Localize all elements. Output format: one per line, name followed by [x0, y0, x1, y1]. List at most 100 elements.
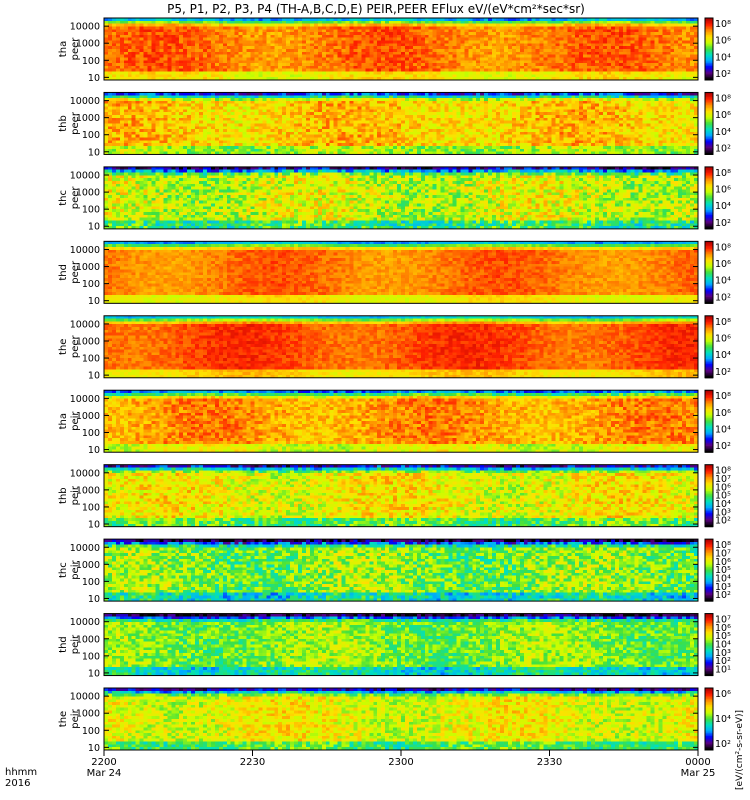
colorbar-segment [705, 632, 713, 635]
panel-frame [103, 464, 699, 528]
colorbar-segment [705, 539, 713, 542]
colorbar-segment [705, 598, 713, 601]
colorbar-segment [705, 424, 713, 427]
y-tick-label: 1000 [76, 336, 100, 347]
colorbar-segment [705, 351, 713, 354]
colorbar-segment [705, 515, 713, 518]
colorbar-segment [705, 705, 713, 708]
colorbar-tick-label: 10⁸ [715, 540, 731, 551]
colorbar-segment [705, 191, 713, 194]
colorbar-segment [705, 497, 713, 500]
colorbar-tick-label: 10³ [715, 582, 731, 593]
colorbar-segment [705, 523, 713, 526]
colorbar-segment [705, 321, 713, 325]
colorbar-tick-label: 10⁶ [715, 110, 731, 121]
colorbar-tick-label: 10⁸ [715, 168, 731, 179]
panel-frame [103, 17, 699, 81]
colorbar-segment [705, 47, 713, 50]
colorbar-segment [705, 643, 713, 646]
colorbar-segment [705, 641, 713, 644]
colorbar-segment [705, 732, 713, 735]
colorbar-segment [705, 464, 713, 467]
colorbar-segment [705, 492, 713, 495]
colorbar-tick-label: 10² [715, 656, 731, 667]
colorbar-segment [705, 629, 713, 632]
colorbar-tick-label: 10⁸ [715, 317, 731, 328]
colorbar-segment [705, 726, 713, 729]
colorbar-segment [705, 289, 713, 292]
colorbar-segment [705, 593, 713, 596]
colorbar-tick-label: 10⁴ [715, 499, 731, 510]
colorbar-segment [705, 366, 713, 369]
colorbar-segment [705, 720, 713, 723]
colorbar-segment [705, 120, 713, 123]
x-tick-label: 2330 [537, 757, 562, 768]
colorbar-segment [705, 95, 713, 98]
year-label: 2016 [5, 778, 30, 789]
colorbar-segment [705, 363, 713, 366]
colorbar-segment [705, 376, 713, 379]
y-tick-label: 1000 [76, 560, 100, 571]
colorbar-segment [705, 518, 713, 521]
colorbar-segment [705, 222, 713, 225]
colorbar-tick-label: 10⁸ [715, 466, 731, 477]
colorbar-segment [705, 587, 713, 590]
colorbar-segment [705, 633, 713, 636]
colorbar-tick-label: 10⁸ [715, 391, 731, 402]
colorbar-segment [705, 128, 713, 131]
colorbar-segment [705, 300, 713, 303]
colorbar-segment [705, 667, 713, 670]
colorbar-segment [705, 218, 713, 221]
colorbar-segment [705, 329, 713, 332]
colorbar-segment [705, 596, 713, 599]
colorbar-segment [705, 124, 713, 128]
colorbar-segment [705, 467, 713, 470]
colorbar-segment [705, 556, 713, 559]
colorbar-segment [705, 419, 713, 422]
colorbar-segment [705, 543, 713, 546]
colorbar-segment [705, 138, 713, 141]
y-tick-label: 10000 [70, 617, 100, 628]
colorbar-segment [705, 644, 713, 647]
colorbar-segment [705, 28, 713, 31]
x-tick-label: 2230 [240, 757, 265, 768]
colorbar-segment [705, 656, 713, 660]
colorbar-segment [705, 411, 713, 414]
colorbar-segment [705, 666, 713, 669]
colorbar-segment [705, 540, 713, 543]
colorbar-frame [704, 17, 714, 81]
colorbar-segment [705, 396, 713, 399]
panel-probe-label: the [58, 711, 69, 727]
colorbar-segment [705, 560, 713, 563]
colorbar-segment [705, 98, 713, 101]
colorbar-segment [705, 270, 713, 273]
colorbar-segment [705, 405, 713, 408]
y-tick-label: 1000 [76, 411, 100, 422]
y-tick-label: 100 [82, 205, 100, 216]
y-tick-label: 10000 [70, 394, 100, 405]
colorbar-tick-label: 10⁵ [715, 565, 731, 576]
colorbar-segment [705, 197, 713, 200]
colorbar-segment [705, 58, 713, 61]
colorbar-segment [705, 261, 713, 264]
colorbar-tick-label: 10⁶ [715, 333, 731, 344]
colorbar-segment [705, 370, 713, 373]
panel-species-label: peer [70, 37, 81, 61]
colorbar-segment [705, 658, 713, 661]
colorbar-segment [705, 719, 713, 722]
colorbar-segment [705, 504, 713, 508]
colorbar-segment [705, 168, 713, 171]
colorbar-tick-label: 10⁵ [715, 491, 731, 502]
colorbar-segment [705, 698, 713, 701]
colorbar-segment [705, 446, 713, 449]
colorbar-segment [705, 557, 713, 560]
colorbar-segment [705, 242, 713, 245]
colorbar-segment [705, 717, 713, 720]
colorbar-segment [705, 295, 713, 298]
colorbar-segment [705, 669, 713, 672]
panel-species-label: peir [70, 634, 81, 654]
colorbar-segment [705, 576, 713, 579]
